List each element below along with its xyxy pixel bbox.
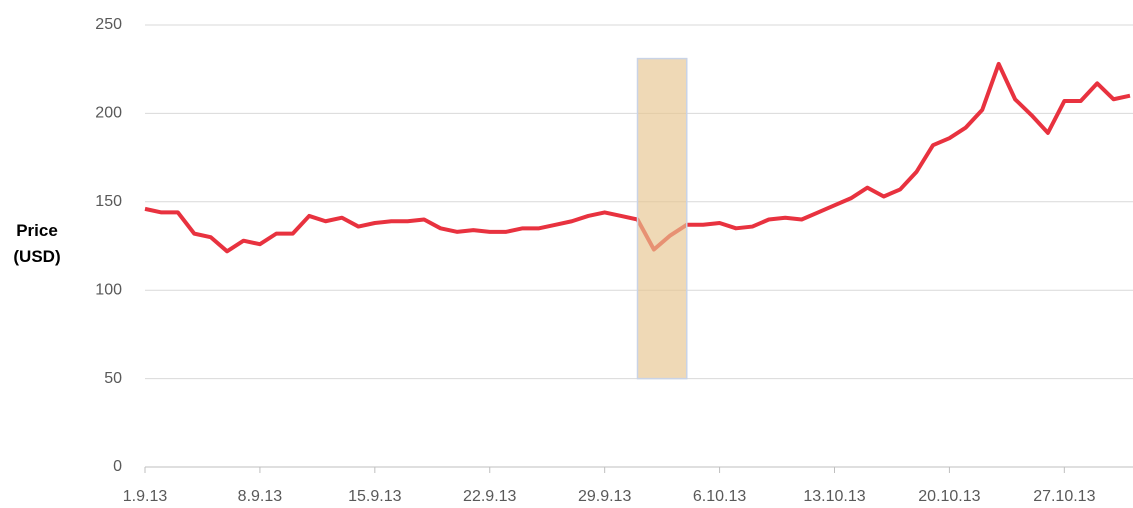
x-tick-label: 29.9.13 [578, 488, 631, 505]
y-tick-label: 150 [95, 193, 122, 210]
x-tick-label: 15.9.13 [348, 488, 401, 505]
x-tick-label: 27.10.13 [1033, 488, 1095, 505]
y-tick-label: 250 [95, 16, 122, 33]
x-tick-label: 22.9.13 [463, 488, 516, 505]
y-tick-label: 0 [113, 458, 122, 475]
x-tick-label: 8.9.13 [238, 488, 283, 505]
highlight-band [636, 57, 688, 380]
y-tick-label: 100 [95, 281, 122, 298]
x-tick-label: 1.9.13 [123, 488, 168, 505]
y-axis-label: Price (USD) [13, 221, 61, 266]
x-tick-label: 20.10.13 [918, 488, 980, 505]
x-tick-label: 13.10.13 [803, 488, 865, 505]
x-tick-label: 6.10.13 [693, 488, 746, 505]
y-tick-label: 200 [95, 105, 122, 122]
y-tick-label: 50 [104, 370, 122, 387]
